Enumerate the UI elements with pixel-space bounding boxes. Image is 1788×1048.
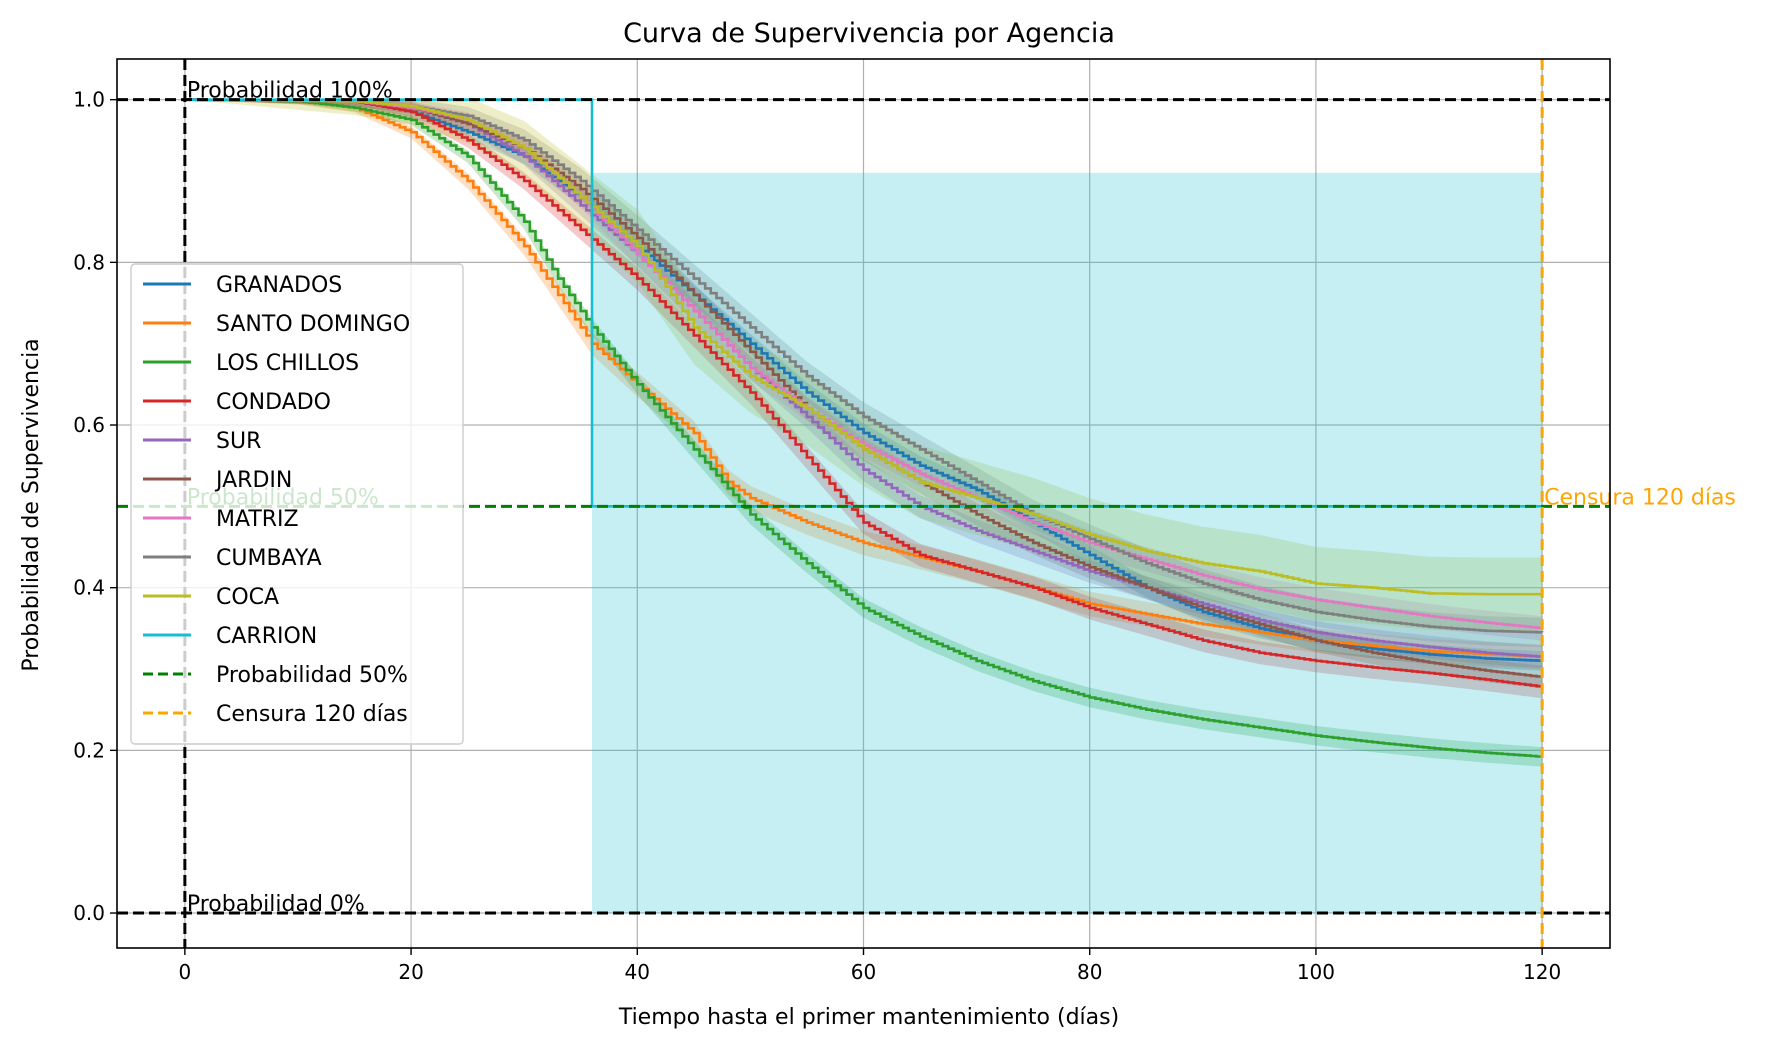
annotation-0: Probabilidad 100% — [187, 79, 393, 104]
y-tick-label: 0.4 — [73, 576, 105, 600]
x-axis-label: Tiempo hasta el primer mantenimiento (dí… — [618, 1005, 1119, 1030]
y-tick-label: 0.6 — [73, 413, 105, 437]
series-line-cumbaya — [184, 98, 1544, 634]
legend-label: LOS CHILLOS — [216, 351, 359, 376]
legend-label: Censura 120 días — [216, 702, 408, 727]
series-line-condado — [184, 98, 1544, 688]
legend-label: CONDADO — [216, 390, 331, 415]
legend-label: COCA — [216, 585, 279, 610]
y-tick-label: 0.8 — [73, 250, 105, 274]
legend-label: MATRIZ — [216, 507, 299, 532]
x-tick-label: 0 — [178, 960, 191, 984]
legend-box — [130, 263, 464, 745]
legend-label: CARRION — [216, 624, 317, 649]
legend-label: SUR — [216, 429, 261, 454]
x-tick-label: 20 — [398, 960, 423, 984]
annotation-3: Censura 120 días — [1544, 485, 1736, 510]
confidence-band-coca — [184, 99, 1543, 631]
x-tick-label: 120 — [1523, 960, 1561, 984]
legend: GRANADOS SANTO DOMINGO LOS CHILLOS CONDADO S… — [130, 263, 464, 745]
chart-title: Curva de Supervivencia por Agencia — [623, 18, 1115, 49]
axes: 0 20 40 60 80 100 120 0.0 0.2 0.4 0.6 0.8 1.0 — [73, 58, 1611, 984]
legend-label: Probabilidad 50% — [216, 663, 408, 688]
reference-lines — [117, 59, 1610, 948]
y-tick-label: 1.0 — [73, 88, 105, 112]
annotation-2: Probabilidad 0% — [187, 892, 365, 917]
y-tick-label: 0.2 — [73, 738, 105, 762]
y-tick-label: 0.0 — [73, 901, 105, 925]
legend-label: GRANADOS — [216, 273, 342, 298]
legend-label: CUMBAYA — [216, 546, 322, 571]
y-axis-label: Probabilidad de Supervivencia — [19, 338, 44, 671]
x-tick-label: 80 — [1077, 960, 1102, 984]
series-line-coca — [184, 98, 1543, 596]
series-line-los-chillos — [184, 98, 1544, 758]
legend-label: JARDIN — [214, 468, 292, 493]
x-tick-label: 100 — [1297, 960, 1335, 984]
x-tick-label: 40 — [625, 960, 650, 984]
legend-label: SANTO DOMINGO — [216, 312, 410, 337]
x-tick-label: 60 — [851, 960, 876, 984]
